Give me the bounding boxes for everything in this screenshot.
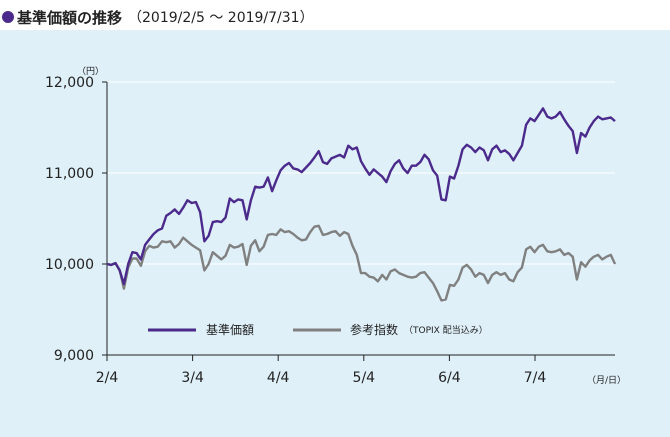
x-tick-label: 2/4 — [96, 370, 119, 386]
x-tick-label: 7/4 — [524, 370, 547, 386]
legend-label-index: 参考指数 — [350, 322, 398, 337]
series-line-fund — [106, 107, 616, 286]
chart-panel — [0, 30, 670, 437]
y-tick-label: 11,000 — [45, 166, 94, 182]
y-tick-label: 9,000 — [54, 348, 94, 364]
y-tick-label: 10,000 — [45, 257, 94, 273]
title-main: 基準価額の推移 — [17, 8, 123, 27]
y-unit-label: （円） — [77, 66, 104, 77]
x-tick-label: 6/4 — [438, 370, 461, 386]
title-period: （2019/2/5 ～ 2019/7/31） — [128, 10, 314, 26]
legend: 基準価額 参考指数 （TOPIX 配当込み） — [148, 322, 488, 337]
x-tick-label: 4/4 — [267, 370, 290, 386]
chart-title: 基準価額の推移 （2019/2/5 ～ 2019/7/31） — [0, 6, 314, 28]
series-line-index — [106, 224, 617, 302]
x-tick-label: 3/4 — [181, 370, 204, 386]
x-tick-labels: 2/4 3/4 4/4 5/4 6/4 7/4 — [96, 355, 547, 386]
gridlines — [102, 81, 615, 356]
series-lines — [106, 107, 617, 302]
y-tick-label: 12,000 — [45, 75, 94, 91]
legend-label-fund: 基準価額 — [206, 322, 254, 337]
legend-note-index: （TOPIX 配当込み） — [404, 324, 488, 336]
title-bullet-icon — [2, 11, 14, 23]
x-tick-label: 5/4 — [353, 370, 376, 386]
x-unit-label: （月/日） — [587, 375, 626, 386]
y-tick-labels: 9,000 10,000 11,000 12,000 — [45, 75, 94, 364]
